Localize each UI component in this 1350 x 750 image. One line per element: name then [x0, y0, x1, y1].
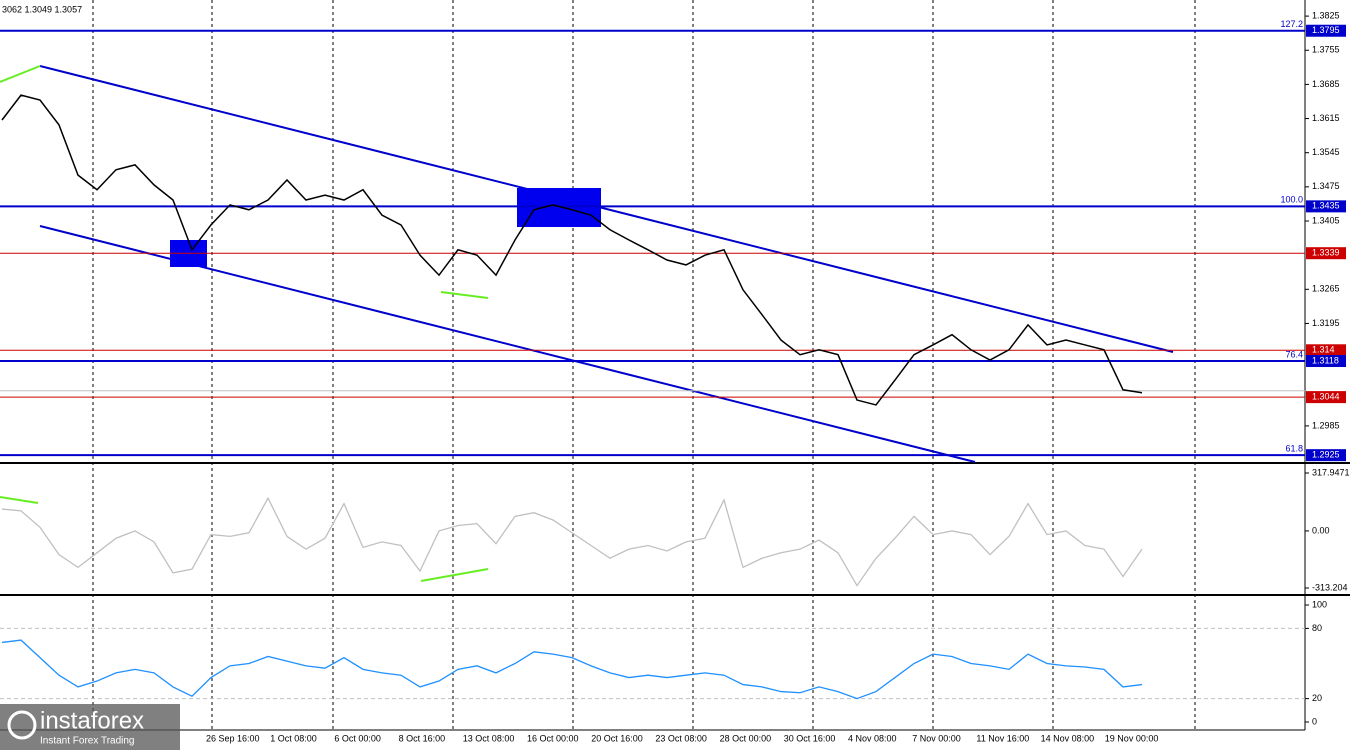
- y-tick-label: 317.9471: [1312, 467, 1350, 477]
- divergence-line: [440, 291, 489, 299]
- level-box: [1306, 344, 1346, 357]
- fib-label: 127.2: [1280, 19, 1303, 29]
- y-tick-label: 1.3755: [1312, 45, 1340, 55]
- y-tick-label: 0.00: [1312, 525, 1330, 535]
- logo-box: [0, 704, 180, 750]
- drawings: [0, 65, 1174, 582]
- x-tick-label: 4 Nov 08:00: [848, 733, 897, 743]
- x-tick-label: 23 Oct 08:00: [655, 733, 707, 743]
- level-label: 1.314: [1312, 345, 1335, 355]
- y-tick-label: 0: [1312, 716, 1317, 726]
- vertical-grid: [92, 0, 1196, 730]
- x-tick-label: 30 Oct 16:00: [784, 733, 836, 743]
- level-label: 1.3795: [1312, 25, 1340, 35]
- series-layer: 1.3825 1.3755 1.3685 1.3615 1.3545 1.3475 1.34…: [0, 10, 1350, 743]
- y-tick-label: 1.3825: [1312, 10, 1340, 20]
- x-tick-label: 20 Oct 16:00: [591, 733, 643, 743]
- level-box: [1306, 391, 1346, 404]
- level-label: 1.3339: [1312, 248, 1340, 258]
- level-box: [1306, 449, 1346, 462]
- y-tick-label: 20: [1312, 693, 1322, 703]
- level-label: 1.3044: [1312, 391, 1340, 401]
- logo-icon: [7, 710, 37, 740]
- x-tick-label: 13 Oct 08:00: [463, 733, 515, 743]
- header-text: 3062 1.3049 1.3057: [2, 4, 82, 14]
- fib-label: 61.8: [1285, 444, 1303, 454]
- series-line: [1, 639, 1143, 700]
- divergence-line: [420, 568, 489, 582]
- logo-tagline: Instant Forex Trading: [40, 736, 135, 747]
- y-tick-label: 1.3545: [1312, 147, 1340, 157]
- fib-label: 76.4: [1285, 349, 1303, 359]
- x-tick-label: 7 Nov 00:00: [912, 733, 961, 743]
- fib-label: 100.0: [1280, 195, 1303, 205]
- level-label: 1.2925: [1312, 450, 1340, 460]
- level-label: 1.3118: [1312, 355, 1339, 365]
- x-tick-label: 8 Oct 16:00: [399, 733, 446, 743]
- zone-box: [517, 188, 601, 227]
- x-tick-label: 28 Oct 00:00: [720, 733, 772, 743]
- x-tick-label: 14 Nov 08:00: [1041, 733, 1095, 743]
- y-tick-label: 80: [1312, 623, 1322, 633]
- y-tick-label: 1.3265: [1312, 284, 1340, 294]
- y-tick-label: -313.204: [1312, 582, 1348, 592]
- level-box: [1306, 247, 1346, 260]
- x-tick-label: 1 Oct 08:00: [270, 733, 317, 743]
- level-label: 1.3435: [1312, 201, 1340, 211]
- x-tick-label: 19 Nov 00:00: [1105, 733, 1159, 743]
- level-box: [1306, 200, 1346, 213]
- channel-line: [39, 65, 1174, 353]
- y-tick-label: 1.2985: [1312, 420, 1340, 430]
- x-tick-label: 26 Sep 16:00: [206, 733, 260, 743]
- divergence-line: [0, 496, 39, 504]
- level-box: [1306, 355, 1346, 368]
- y-tick-label: 1.3405: [1312, 215, 1340, 225]
- level-box: [1306, 24, 1346, 37]
- logo-name: instaforex: [40, 707, 144, 734]
- y-tick-label: 1.3685: [1312, 79, 1340, 89]
- x-tick-label: 6 Oct 00:00: [334, 733, 381, 743]
- series-line: [1, 94, 1143, 406]
- y-tick-label: 100: [1312, 599, 1327, 609]
- y-tick-label: 1.3475: [1312, 181, 1340, 191]
- y-tick-label: 1.3615: [1312, 113, 1340, 123]
- y-tick-label: 1.3195: [1312, 318, 1340, 328]
- x-tick-label: 11 Nov 16:00: [976, 733, 1029, 743]
- divergence-line: [0, 65, 41, 83]
- series-line: [1, 496, 1143, 587]
- x-tick-label: 16 Oct 00:00: [527, 733, 579, 743]
